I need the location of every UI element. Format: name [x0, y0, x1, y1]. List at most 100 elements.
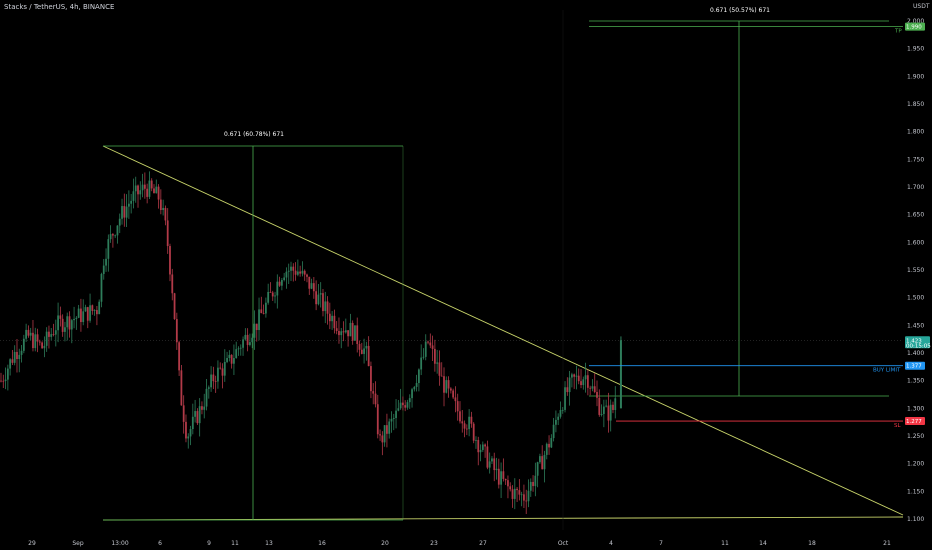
candle-body: [285, 271, 288, 278]
candle-body: [292, 266, 295, 271]
current-price-countdown: 00:15:05: [906, 343, 931, 349]
candle-body: [153, 188, 155, 194]
candle-body: [602, 406, 605, 414]
candle-body: [98, 301, 101, 315]
candle-body: [422, 356, 425, 358]
candle-body: [525, 500, 528, 502]
candle-body: [586, 375, 589, 388]
candle-body: [89, 305, 91, 321]
candle-body: [312, 283, 315, 292]
candle-body: [226, 358, 228, 362]
candle-body: [472, 423, 475, 441]
candle-body: [443, 376, 445, 393]
candle-body: [354, 325, 356, 341]
candle-body: [504, 478, 507, 481]
time-tick-label: 16: [318, 540, 326, 547]
candle-body: [356, 325, 359, 345]
candle-body: [310, 283, 313, 289]
candle-body: [322, 293, 324, 312]
candle-body: [205, 388, 208, 407]
candle-body: [534, 475, 537, 487]
price-tick-label: 1.350: [907, 378, 924, 385]
time-tick-label: 21: [883, 540, 891, 547]
time-tick-label: 7: [659, 540, 663, 547]
candle-body: [178, 342, 181, 371]
time-tick-label: 6: [158, 540, 162, 547]
candle-body: [340, 331, 343, 336]
candle-body: [258, 309, 260, 331]
candle-body: [233, 358, 235, 364]
candle-body: [221, 368, 224, 376]
candle-body: [139, 190, 142, 195]
candle-body: [447, 380, 450, 389]
candle-body: [550, 438, 553, 448]
trade-lines-layer: [589, 365, 903, 422]
candle-body: [589, 387, 592, 389]
candle-body: [488, 461, 491, 468]
candle-body: [436, 362, 439, 364]
candle-body: [433, 348, 436, 364]
stop-loss-tag-text: 1.277: [906, 419, 922, 425]
candle-body: [502, 471, 505, 479]
candle-body: [141, 184, 144, 191]
candle-body: [164, 207, 167, 221]
candle-body: [70, 320, 73, 330]
candle-body: [73, 318, 75, 321]
candle-body: [463, 423, 466, 429]
candle-body: [600, 413, 603, 415]
candle-body: [481, 444, 484, 450]
candle-body: [27, 329, 30, 336]
candle-body: [130, 200, 133, 204]
candle-body: [527, 490, 530, 502]
candle-body: [251, 337, 254, 343]
candle-body: [493, 458, 496, 471]
candle-body: [358, 344, 361, 350]
price-tick-label: 1.100: [907, 516, 924, 523]
measure-label-right: 0.671 (50.57%) 671: [710, 7, 770, 14]
candle-body: [331, 315, 334, 322]
candle-body: [376, 404, 379, 435]
time-tick-label: 23: [430, 540, 438, 547]
price-tick-label: 1.700: [907, 184, 924, 191]
candle-body: [299, 271, 302, 274]
price-tick-label: 1.150: [907, 488, 924, 495]
candle-body: [484, 444, 487, 447]
candle-body: [242, 339, 244, 348]
candle-body: [13, 351, 16, 363]
candle-body: [41, 342, 44, 349]
candle-body: [127, 203, 130, 207]
candle-body: [182, 405, 185, 422]
candle-body: [107, 239, 110, 259]
candle-body: [500, 471, 502, 485]
candle-body: [223, 361, 226, 376]
time-tick-label: 13: [265, 540, 273, 547]
candle-body: [452, 390, 455, 398]
candle-body: [543, 454, 546, 470]
candle-body: [584, 375, 587, 380]
candle-body: [509, 486, 512, 490]
candle-body: [143, 184, 146, 189]
candle-body: [301, 270, 304, 274]
candle-body: [159, 199, 162, 211]
candle-body: [529, 481, 532, 491]
candle-body: [290, 266, 292, 271]
candle-body: [486, 446, 489, 468]
time-axis[interactable]: 29 Sep 13:00 6 9 11 13 16 20 23 27 Oct 4 7 11 14 18 21: [28, 540, 891, 547]
candle-body: [262, 313, 265, 314]
time-tick-label: 13:00: [111, 540, 128, 547]
candle-body: [497, 468, 500, 485]
candles-layer: [0, 171, 622, 515]
candle-body: [212, 374, 215, 382]
candle-body: [475, 439, 477, 441]
candle-body: [367, 345, 370, 367]
price-axis[interactable]: USDT 2.000 1.950 1.900 1.850 1.800 1.750 1.700 1…: [905, 3, 931, 523]
candle-body: [125, 206, 128, 218]
take-profit-tag-box: [905, 22, 925, 31]
candle-body: [399, 402, 402, 409]
candle-body: [440, 375, 443, 377]
candle-body: [22, 338, 25, 351]
candle-body: [609, 404, 612, 421]
price-tick-label: 1.750: [907, 156, 924, 163]
price-tick-label: 1.600: [907, 239, 924, 246]
